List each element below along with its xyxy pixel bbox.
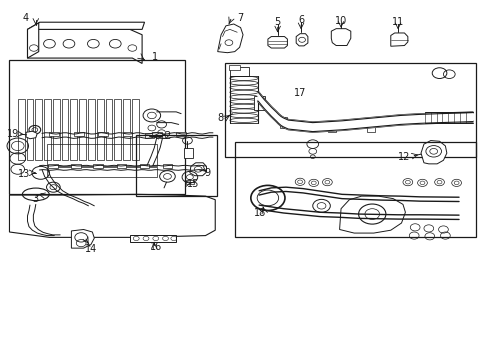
Bar: [105, 99, 112, 160]
Bar: [328, 121, 335, 132]
Text: 14: 14: [84, 244, 97, 254]
Bar: [9, 60, 184, 194]
Polygon shape: [420, 140, 446, 164]
Bar: [93, 164, 103, 168]
Polygon shape: [217, 24, 243, 53]
Polygon shape: [339, 196, 405, 233]
Polygon shape: [189, 163, 206, 176]
Bar: [74, 132, 83, 135]
Bar: [132, 99, 139, 160]
Bar: [79, 99, 86, 160]
Text: 2: 2: [164, 131, 170, 141]
Bar: [35, 99, 42, 160]
Text: 4: 4: [23, 13, 29, 23]
Bar: [152, 132, 161, 135]
Bar: [49, 132, 59, 135]
Polygon shape: [27, 23, 39, 58]
Bar: [123, 99, 130, 160]
Polygon shape: [26, 131, 37, 139]
Bar: [44, 99, 51, 160]
Polygon shape: [71, 229, 94, 248]
Bar: [224, 63, 475, 157]
Bar: [136, 135, 216, 196]
Text: 3: 3: [33, 194, 39, 204]
Polygon shape: [296, 34, 307, 46]
Text: 5: 5: [274, 17, 280, 27]
Text: 13: 13: [18, 168, 30, 179]
Bar: [254, 96, 264, 110]
Bar: [47, 144, 157, 166]
Polygon shape: [267, 37, 287, 48]
Bar: [144, 134, 154, 138]
Bar: [183, 148, 193, 158]
Text: 18: 18: [253, 208, 265, 218]
Text: 1: 1: [151, 52, 158, 62]
Polygon shape: [27, 22, 144, 30]
Bar: [18, 99, 24, 160]
Polygon shape: [258, 92, 472, 132]
Bar: [98, 132, 108, 135]
Bar: [26, 99, 33, 160]
Bar: [71, 164, 81, 168]
Text: 8: 8: [217, 113, 223, 123]
Text: 7: 7: [237, 13, 243, 23]
Text: 6: 6: [297, 15, 304, 26]
Text: 9: 9: [204, 168, 210, 178]
Polygon shape: [390, 33, 407, 46]
Text: 15: 15: [186, 179, 199, 189]
Bar: [70, 99, 77, 160]
Bar: [114, 99, 121, 160]
Text: 10: 10: [334, 16, 346, 26]
Bar: [117, 164, 126, 168]
Bar: [185, 180, 193, 184]
Text: 19: 19: [7, 129, 19, 139]
Bar: [228, 64, 239, 70]
Bar: [162, 164, 172, 168]
Bar: [97, 99, 103, 160]
Bar: [366, 121, 374, 132]
Bar: [130, 235, 176, 242]
Bar: [122, 132, 132, 135]
Polygon shape: [330, 29, 350, 45]
Text: 16: 16: [149, 242, 162, 252]
Text: 11: 11: [391, 17, 404, 27]
Bar: [176, 132, 185, 135]
Bar: [156, 134, 164, 138]
Text: 17: 17: [293, 88, 305, 98]
Bar: [53, 99, 60, 160]
Bar: [234, 142, 475, 237]
Bar: [47, 167, 157, 177]
Text: 12: 12: [397, 152, 409, 162]
Bar: [229, 67, 249, 76]
Bar: [140, 164, 149, 168]
Bar: [48, 164, 58, 168]
Bar: [61, 99, 68, 160]
Bar: [88, 99, 95, 160]
Bar: [279, 117, 287, 128]
Polygon shape: [27, 30, 142, 63]
